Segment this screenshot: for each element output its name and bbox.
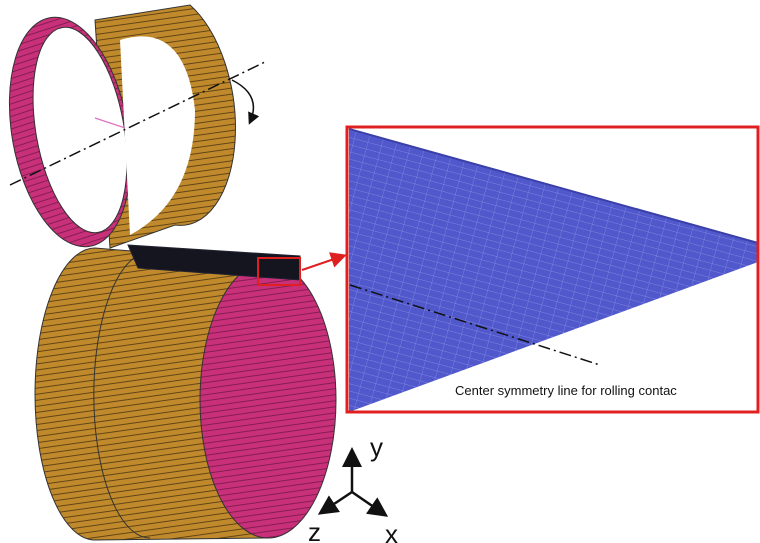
figure: Center symmetry line for rolling contac … (0, 0, 760, 543)
axis-label-x: x (385, 519, 398, 543)
axis-label-y: y (370, 432, 383, 462)
upper-ring (0, 5, 235, 256)
zoom-arrow (302, 256, 343, 270)
lower-cylinder (35, 245, 336, 540)
annotation: Center symmetry line for rolling contac (455, 383, 677, 398)
inset: Center symmetry line for rolling contac (347, 127, 758, 412)
axis-label-z: z (308, 517, 321, 543)
